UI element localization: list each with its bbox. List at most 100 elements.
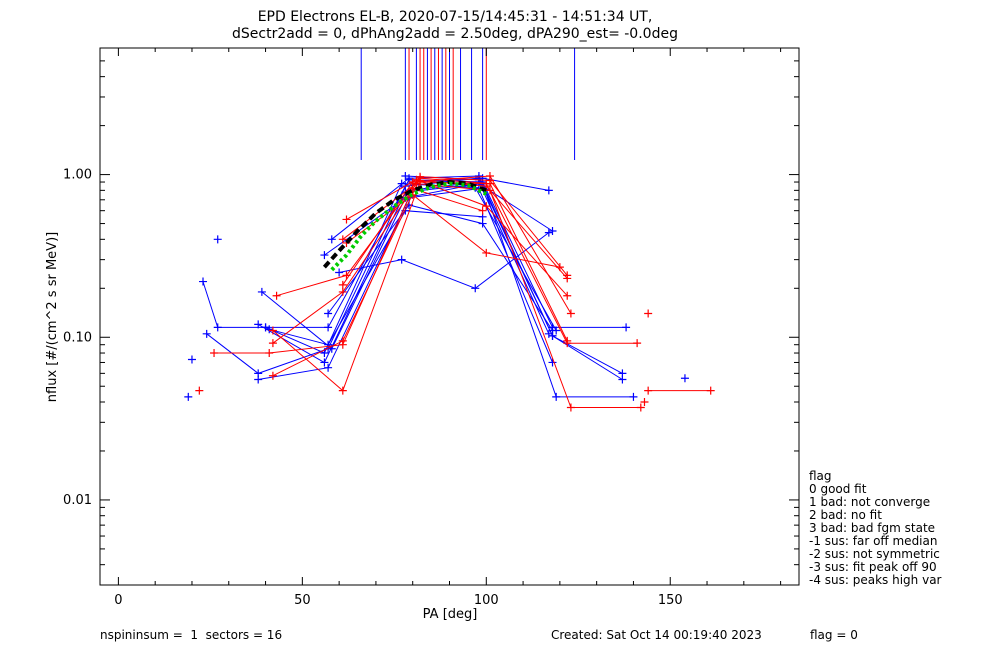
data-point — [199, 277, 208, 286]
data-series — [342, 190, 564, 272]
data-point — [338, 287, 347, 296]
data-point — [548, 358, 557, 367]
footer-spin-info: nspininsum = 1 sectors = 16 — [100, 628, 282, 642]
chart-title: EPD Electrons EL-B, 2020-07-15/14:45:31 … — [258, 9, 653, 25]
x-tick-label: 150 — [658, 593, 683, 608]
legend-entry: -3 sus: fit peak off 90 — [809, 560, 937, 574]
data-point — [268, 371, 277, 380]
data-point — [478, 174, 487, 183]
data-point — [478, 219, 487, 228]
data-point — [338, 280, 347, 289]
data-point — [324, 309, 333, 318]
series-line — [327, 204, 553, 331]
data-point — [544, 228, 553, 237]
data-point — [548, 227, 557, 236]
y-axis-label: nflux [#/(cm^2 s sr MeV)] — [45, 232, 60, 402]
data-series — [268, 179, 645, 412]
data-point — [202, 329, 211, 338]
data-point — [478, 206, 487, 215]
data-series — [254, 179, 638, 401]
data-point — [629, 392, 638, 401]
data-series — [342, 175, 572, 300]
data-series — [210, 184, 487, 358]
data-point — [268, 339, 277, 348]
data-point — [706, 386, 715, 395]
series-line — [338, 232, 550, 289]
y-tick-label: 0.10 — [63, 330, 92, 345]
data-point — [555, 263, 564, 272]
footer-flag: flag = 0 — [810, 628, 858, 642]
data-point — [566, 309, 575, 318]
data-series — [202, 174, 627, 384]
series-line — [342, 179, 568, 279]
data-point — [338, 235, 347, 244]
data-point — [272, 291, 281, 300]
legend-entry: 2 bad: no fit — [809, 508, 882, 522]
legend-entry: -2 sus: not symmetric — [809, 547, 940, 561]
data-point — [644, 386, 653, 395]
y-tick-label: 1.00 — [63, 168, 92, 183]
data-point — [327, 235, 336, 244]
data-point — [471, 284, 480, 293]
data-point — [257, 287, 266, 296]
y-axis: 0.01 0.10 1.00 — [63, 60, 799, 566]
data-point — [265, 349, 274, 358]
data-point — [338, 386, 347, 395]
data-series — [644, 386, 715, 395]
data-point — [320, 251, 329, 260]
series-line — [258, 188, 553, 380]
series-line — [342, 175, 572, 314]
legend-title: flag — [809, 469, 832, 483]
x-tick-label: 50 — [294, 593, 311, 608]
data-point — [210, 349, 219, 358]
fit-curve — [322, 179, 487, 269]
series-line — [346, 179, 568, 297]
data-point — [552, 392, 561, 401]
data-point — [548, 326, 557, 335]
legend-entry: 0 good fit — [809, 482, 867, 496]
series-line — [202, 179, 627, 328]
series-line — [346, 194, 560, 268]
data-point — [482, 202, 491, 211]
data-point — [338, 340, 347, 349]
data-point — [397, 255, 406, 264]
data-point — [401, 172, 410, 181]
data-point — [622, 323, 631, 332]
x-tick-label: 0 — [114, 593, 122, 608]
series-line — [331, 175, 623, 374]
footer-created: Created: Sat Oct 14 00:19:40 2023 — [551, 628, 762, 642]
data-point — [324, 363, 333, 372]
data-series — [199, 175, 631, 332]
series-line — [257, 183, 634, 398]
data-point — [342, 215, 351, 224]
data-point — [335, 268, 344, 277]
legend-entry: -1 sus: far off median — [809, 534, 937, 548]
data-point — [324, 340, 333, 349]
data-point — [633, 339, 642, 348]
data-point — [566, 403, 575, 412]
legend-entry: -4 sus: peaks high var — [809, 573, 942, 587]
data-point — [187, 355, 196, 364]
plot-content — [184, 48, 715, 412]
data-series — [338, 172, 575, 318]
data-point — [640, 397, 649, 406]
data-point — [261, 323, 270, 332]
data-point — [544, 186, 553, 195]
x-tick-label: 100 — [474, 593, 499, 608]
y-tick-label: 0.01 — [63, 493, 92, 508]
data-point — [254, 375, 263, 384]
data-point — [213, 235, 222, 244]
legend-entry: 1 bad: not converge — [809, 495, 930, 509]
data-point — [563, 274, 572, 283]
fit-curve — [330, 181, 488, 272]
chart-subtitle: dSectr2add = 0, dPhAng2add = 2.50deg, dP… — [232, 26, 678, 42]
series-line — [272, 181, 638, 392]
data-point — [644, 309, 653, 318]
data-series — [324, 201, 557, 335]
flag-legend: flag 0 good fit 1 bad: not converge 2 ba… — [809, 469, 942, 587]
data-point — [563, 336, 572, 345]
data-point — [485, 172, 494, 181]
data-point — [184, 392, 193, 401]
series-line — [269, 210, 483, 346]
